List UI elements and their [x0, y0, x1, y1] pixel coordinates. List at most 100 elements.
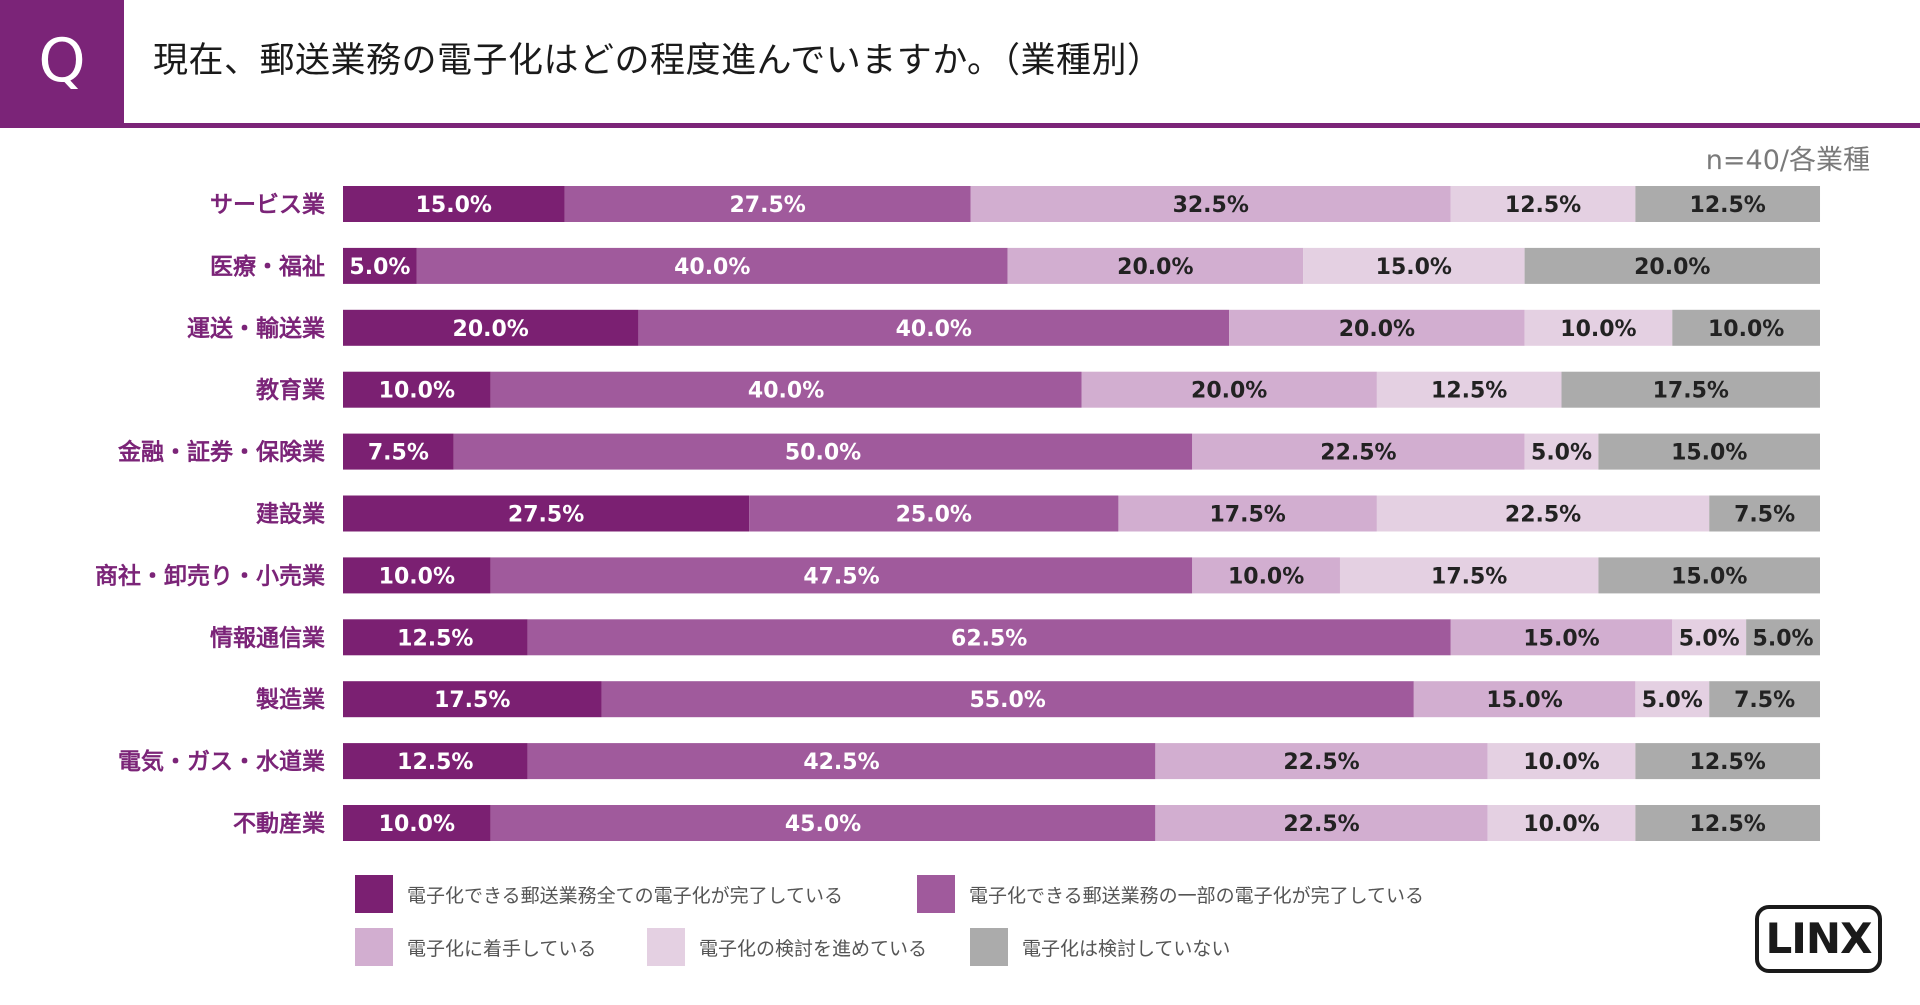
legend-swatch — [355, 875, 393, 913]
data-label: 7.5% — [368, 441, 429, 466]
data-label: 22.5% — [1320, 441, 1396, 466]
bar-segment — [343, 495, 750, 532]
data-label: 22.5% — [1505, 503, 1581, 528]
category-label: 教育業 — [256, 377, 326, 404]
bar-segment — [1746, 619, 1820, 656]
data-label: 15.0% — [1671, 441, 1747, 466]
data-label: 40.0% — [896, 317, 972, 342]
data-label: 5.0% — [349, 255, 410, 280]
bar-segment — [1192, 433, 1525, 470]
data-label: 17.5% — [1431, 564, 1507, 589]
bar-segment — [343, 805, 491, 841]
legend-item: 電子化できる郵送業務全ての電子化が完了している — [355, 875, 843, 913]
bar-segment — [749, 495, 1119, 532]
bar-segment — [490, 557, 1193, 594]
data-label: 15.0% — [1486, 688, 1562, 713]
legend-swatch — [917, 875, 955, 913]
bar-segment — [1487, 743, 1636, 780]
category-label: 不動産業 — [233, 810, 326, 837]
bar-segment — [1672, 619, 1747, 656]
data-label: 22.5% — [1283, 812, 1359, 837]
legend-label: 電子化できる郵送業務の一部の電子化が完了している — [969, 884, 1425, 907]
data-label: 12.5% — [1431, 379, 1507, 404]
bar-segment — [1635, 743, 1821, 780]
bar-segment — [1487, 805, 1636, 841]
bar-segment — [1339, 557, 1599, 594]
category-label: 情報通信業 — [210, 624, 326, 651]
bar-segment — [343, 186, 565, 222]
legend-item: 電子化に着手している — [355, 928, 596, 966]
bar-segment — [1155, 743, 1488, 780]
bar-segment — [343, 371, 491, 408]
category-label: 医療・福祉 — [210, 253, 325, 280]
bar-segment — [1081, 371, 1377, 408]
sample-size-note: n=40/各業種 — [1705, 145, 1870, 176]
legend-label: 電子化できる郵送業務全ての電子化が完了している — [407, 884, 844, 907]
legend-label: 電子化の検討を進めている — [699, 937, 928, 960]
bar-segment — [343, 557, 491, 594]
category-label: 商社・卸売り・小売業 — [95, 562, 326, 589]
bar-segment — [1376, 371, 1562, 408]
data-label: 42.5% — [803, 750, 879, 775]
data-label: 15.0% — [1523, 626, 1599, 651]
bar-segment — [343, 743, 528, 780]
data-label: 5.0% — [1753, 626, 1814, 651]
bar-row: 教育業 10.0% 40.0% 20.0% 12.5% 17.5% — [256, 371, 1820, 408]
bar-segment — [1376, 495, 1710, 532]
bar-row: 電気・ガス・水道業 12.5% 42.5% 22.5% 10.0% 12.5% — [118, 743, 1821, 780]
legend-swatch — [970, 928, 1008, 966]
data-label: 10.0% — [379, 812, 455, 837]
data-label: 10.0% — [1708, 317, 1784, 342]
data-label: 12.5% — [1505, 193, 1581, 218]
category-label: 金融・証券・保険業 — [117, 439, 326, 466]
bar-segment — [1709, 681, 1820, 718]
data-label: 20.0% — [453, 317, 529, 342]
data-label: 20.0% — [1634, 255, 1710, 280]
bar-segment — [527, 619, 1451, 656]
data-label: 12.5% — [1690, 812, 1766, 837]
legend-item: 電子化の検討を進めている — [647, 928, 927, 966]
data-label: 55.0% — [969, 688, 1045, 713]
bar-segment — [1007, 247, 1304, 284]
data-label: 15.0% — [416, 193, 492, 218]
data-label: 5.0% — [1679, 626, 1740, 651]
category-label: サービス業 — [210, 191, 326, 218]
bar-segment — [1450, 186, 1636, 222]
data-label: 40.0% — [674, 255, 750, 280]
bar-row: 運送・輸送業 20.0% 40.0% 20.0% 10.0% 10.0% — [187, 309, 1820, 346]
data-label: 10.0% — [379, 379, 455, 404]
data-label: 40.0% — [748, 379, 824, 404]
data-label: 5.0% — [1531, 441, 1592, 466]
bar-row: 商社・卸売り・小売業 10.0% 47.5% 10.0% 17.5% 15.0% — [95, 557, 1820, 594]
category-label: 運送・輸送業 — [187, 315, 326, 342]
data-label: 17.5% — [1653, 379, 1729, 404]
data-label: 47.5% — [803, 564, 879, 589]
bar-segment — [601, 681, 1414, 718]
data-label: 20.0% — [1117, 255, 1193, 280]
data-label: 17.5% — [434, 688, 510, 713]
bar-segment — [343, 247, 417, 284]
bar-segment — [490, 805, 1156, 841]
bar-segment — [1672, 309, 1820, 346]
question-badge: Q — [0, 0, 124, 123]
bar-segment — [527, 743, 1156, 780]
data-label: 45.0% — [785, 812, 861, 837]
bar-row: 製造業 17.5% 55.0% 15.0% 5.0% 7.5% — [255, 681, 1820, 718]
bar-segment — [453, 433, 1193, 470]
bar-segment — [1450, 619, 1673, 656]
data-label: 50.0% — [785, 441, 861, 466]
data-label: 17.5% — [1209, 503, 1285, 528]
bar-row: 建設業 27.5% 25.0% 17.5% 22.5% 7.5% — [256, 495, 1820, 532]
data-label: 20.0% — [1339, 317, 1415, 342]
data-label: 25.0% — [896, 503, 972, 528]
bar-segment — [1413, 681, 1636, 718]
bar-row: サービス業 15.0% 27.5% 32.5% 12.5% 12.5% — [210, 186, 1821, 222]
data-label: 10.0% — [1560, 317, 1636, 342]
legend-label: 電子化は検討していない — [1022, 937, 1231, 960]
data-label: 10.0% — [1523, 812, 1599, 837]
bar-segment — [343, 681, 602, 718]
bar-row: 情報通信業 12.5% 62.5% 15.0% 5.0% 5.0% — [210, 619, 1820, 656]
legend-swatch — [647, 928, 685, 966]
data-label: 10.0% — [1523, 750, 1599, 775]
data-label: 12.5% — [1690, 750, 1766, 775]
